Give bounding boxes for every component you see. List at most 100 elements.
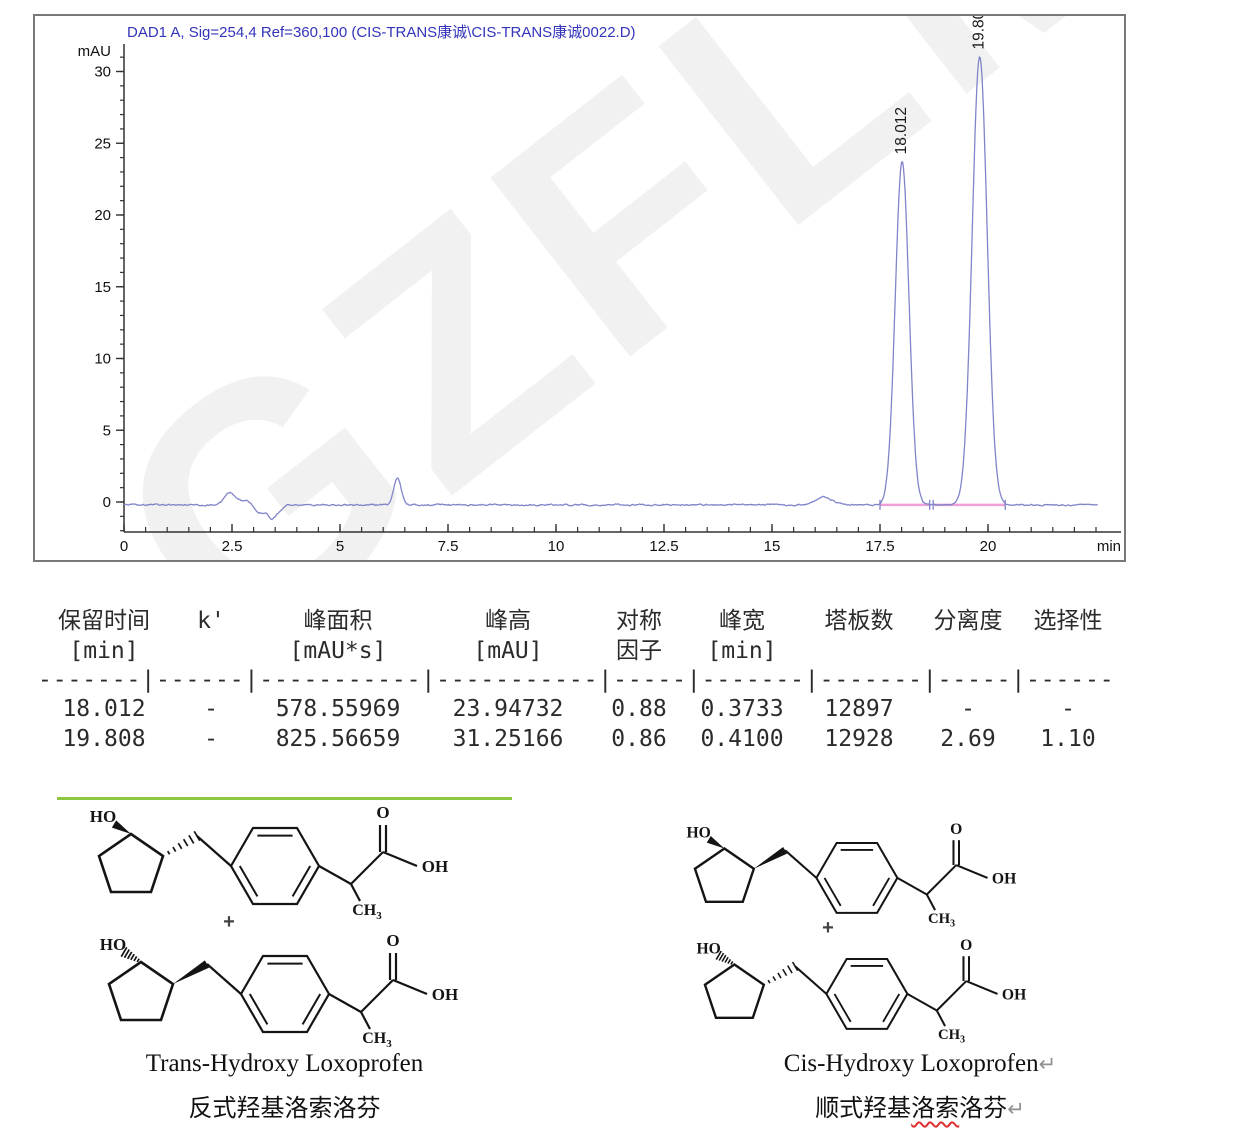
svg-text:30: 30: [94, 64, 111, 81]
cis-name-english-text: Cis-Hydroxy Loxoprofen: [783, 1050, 1039, 1077]
svg-text:15: 15: [94, 279, 111, 296]
table-cell: -: [1061, 696, 1075, 722]
svg-text:min: min: [1097, 538, 1121, 555]
svg-text:5: 5: [336, 538, 344, 555]
table-cell: [min]: [69, 638, 139, 664]
svg-text:HO: HO: [686, 824, 710, 841]
trans-name-chinese: 反式羟基洛索洛芬: [188, 1096, 381, 1122]
svg-text:17.5: 17.5: [865, 538, 894, 555]
plus-sign: +: [822, 917, 834, 939]
svg-text:O: O: [376, 803, 389, 822]
molecule-drawing: HO O OH CH3: [696, 937, 1026, 1044]
cis-name-chinese-pre: 顺式羟基: [815, 1096, 912, 1122]
table-cell: 0.3733: [700, 696, 784, 722]
table-cell: 18.012: [62, 696, 146, 722]
svg-text:CH3: CH3: [352, 902, 382, 922]
cis-name-chinese-post: 洛芬: [959, 1096, 1008, 1122]
table-row: 18.012 - 578.55969 23.94732 0.88 0.3733 12897 -…: [38, 694, 1136, 724]
svg-text:OH: OH: [422, 857, 448, 876]
svg-text:2.5: 2.5: [222, 538, 243, 555]
table-cell: [mAU]: [473, 638, 543, 664]
table-header-row: 保留时间 k' 峰面积 峰高 对称 峰宽 塔板数 分离度 选择性: [38, 606, 1136, 636]
chromatogram-title: DAD1 A, Sig=254,4 Ref=360,100 (CIS-TRANS…: [127, 24, 636, 41]
svg-text:OH: OH: [1002, 986, 1026, 1003]
table-cell: 12928: [824, 726, 894, 752]
molecule-drawing: HO O OH CH3: [90, 803, 448, 922]
cis-name-chinese: 顺式羟基洛索洛芬↵: [680, 1088, 1160, 1123]
table-cell: 0.88: [611, 696, 667, 722]
svg-text:HO: HO: [696, 940, 720, 957]
table-cell: 分离度: [933, 608, 1003, 634]
svg-text:15: 15: [764, 538, 781, 555]
paragraph-return-mark: ↵: [1038, 1052, 1057, 1076]
peak-table: 保留时间 k' 峰面积 峰高 对称 峰宽 塔板数 分离度 选择性 [min] [mAU*s] [mAU…: [38, 606, 1136, 754]
table-cell: 1.10: [1040, 726, 1096, 752]
table-cell: 因子: [616, 638, 662, 664]
table-row: 19.808 - 825.56659 31.25166 0.86 0.4100 12928 2…: [38, 724, 1136, 754]
chromatogram-plot: 0 5 10 15 20 25 30 mAU 0 2.5 5 7.5 10 12.5 15 17.5 20 min…: [78, 16, 1121, 555]
svg-text:0: 0: [103, 494, 111, 511]
table-cell: [min]: [707, 638, 777, 664]
table-cell: 峰宽: [719, 608, 765, 634]
molecule-drawing: HO O OH CH3: [686, 821, 1016, 930]
table-cell: [798, 636, 920, 666]
svg-text:5: 5: [103, 422, 111, 439]
svg-text:10: 10: [94, 351, 111, 368]
svg-text:O: O: [386, 931, 399, 950]
svg-text:HO: HO: [90, 807, 116, 826]
cis-structure-image: HO O OH CH3 + HO O OH CH3: [686, 821, 1026, 1044]
svg-text:mAU: mAU: [78, 43, 111, 60]
chromatogram-panel: GZFLM DAD1 A, Sig=254,4 Ref=360,100 (CIS…: [33, 14, 1126, 562]
table-cell: k': [197, 608, 225, 634]
trans-structure-image: HO O OH CH3 + HO O OH CH3: [90, 803, 458, 1050]
table-cell: -: [961, 696, 975, 722]
molecule-drawing: HO O OH CH3: [100, 931, 458, 1050]
svg-text:O: O: [950, 821, 962, 838]
table-header-units-row: [min] [mAU*s] [mAU] 因子 [min]: [38, 636, 1136, 666]
svg-text:12.5: 12.5: [649, 538, 678, 555]
svg-text:CH3: CH3: [938, 1027, 965, 1044]
svg-text:OH: OH: [992, 870, 1016, 887]
table-cell: -: [204, 696, 218, 722]
svg-text:CH3: CH3: [928, 911, 955, 930]
svg-text:OH: OH: [432, 985, 458, 1004]
svg-text:20: 20: [980, 538, 997, 555]
peak-retention-label: 19.808: [971, 16, 988, 50]
svg-text:CH3: CH3: [362, 1030, 392, 1050]
svg-text:25: 25: [94, 135, 111, 152]
table-cell: 塔板数: [824, 608, 894, 634]
svg-text:O: O: [960, 937, 972, 954]
peak-retention-label: 18.012: [893, 107, 910, 154]
table-cell: 12897: [824, 696, 894, 722]
table-cell: 0.4100: [700, 726, 784, 752]
table-cell: -: [204, 726, 218, 752]
table-cell: 2.69: [940, 726, 996, 752]
table-cell: 19.808: [62, 726, 146, 752]
image-border-line: [57, 797, 512, 800]
table-separator: -------|------|-----------|-----------|-…: [38, 667, 1115, 693]
table-cell: [1016, 636, 1120, 666]
svg-text:20: 20: [94, 207, 111, 224]
table-cell: 23.94732: [452, 696, 564, 722]
trans-name-english: Trans-Hydroxy Loxoprofen: [145, 1050, 424, 1077]
plus-sign: +: [223, 911, 235, 933]
table-cell: 峰高: [485, 608, 531, 634]
table-cell: 578.55969: [275, 696, 401, 722]
table-cell: [920, 636, 1016, 666]
table-cell: 0.86: [611, 726, 667, 752]
svg-text:HO: HO: [100, 935, 126, 954]
paragraph-return-mark: ↵: [1007, 1097, 1025, 1121]
table-cell: 保留时间: [58, 608, 150, 634]
svg-text:7.5: 7.5: [438, 538, 459, 555]
table-cell: [mAU*s]: [289, 638, 387, 664]
table-cell: 选择性: [1033, 608, 1103, 634]
cis-name-chinese-spellcheck: 洛索: [911, 1096, 960, 1122]
table-cell: 对称: [616, 608, 662, 634]
table-cell: 825.56659: [275, 726, 401, 752]
svg-text:0: 0: [120, 538, 128, 555]
table-cell: 峰面积: [303, 608, 373, 634]
svg-text:10: 10: [548, 538, 565, 555]
table-cell: 31.25166: [452, 726, 564, 752]
cis-name-english: Cis-Hydroxy Loxoprofen↵: [680, 1050, 1160, 1078]
